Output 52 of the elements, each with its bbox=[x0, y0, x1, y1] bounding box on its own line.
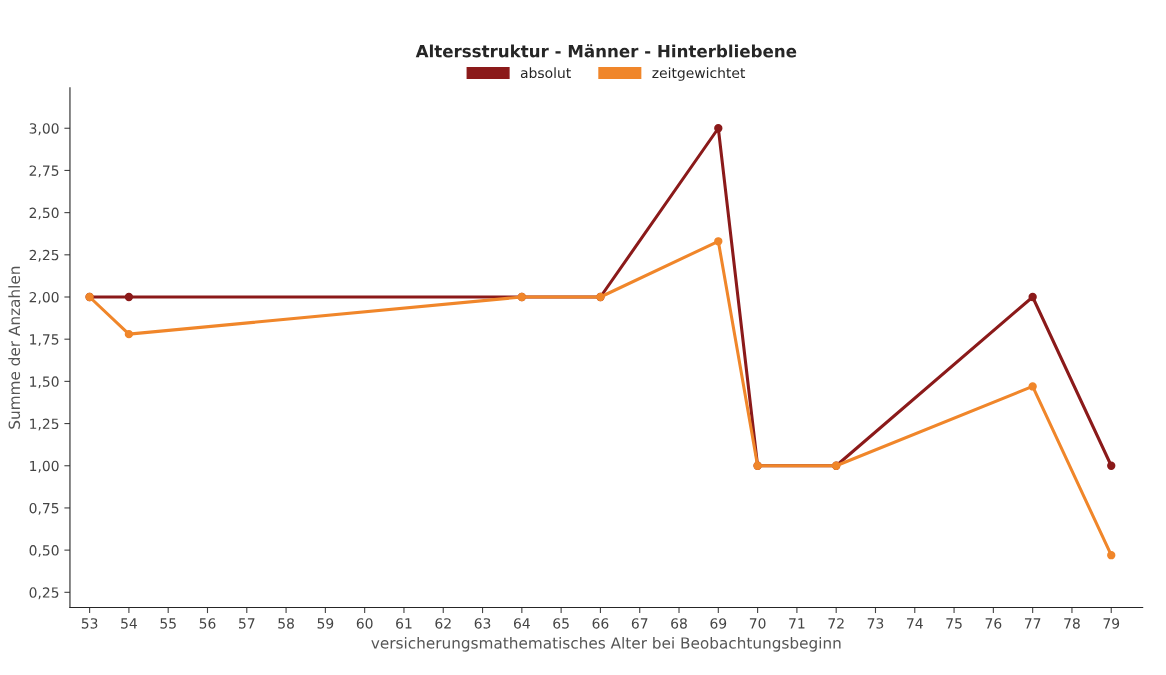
x-tick-label: 55 bbox=[160, 618, 176, 629]
x-tick-label: 54 bbox=[121, 618, 137, 629]
x-axis-title: versicherungsmathematisches Alter bei Beobachtungsbeginn bbox=[371, 636, 841, 652]
y-tick-label: 2,00 bbox=[29, 291, 59, 304]
y-tick-label: 3,00 bbox=[29, 123, 59, 136]
x-tick-label: 57 bbox=[239, 618, 255, 629]
x-tick-label: 73 bbox=[867, 618, 884, 629]
point bbox=[1107, 461, 1116, 470]
x-tick-label: 72 bbox=[828, 618, 844, 629]
x-tick-label: 67 bbox=[631, 618, 648, 629]
x-tick-label: 59 bbox=[317, 618, 334, 629]
point bbox=[714, 124, 723, 133]
x-tick-label: 58 bbox=[278, 618, 294, 629]
point bbox=[714, 237, 723, 246]
x-tick-label: 53 bbox=[81, 618, 98, 629]
point bbox=[1107, 551, 1116, 560]
y-tick-label: 2,75 bbox=[29, 165, 59, 178]
x-tick-label: 63 bbox=[474, 618, 491, 629]
y-tick-label: 0,75 bbox=[29, 502, 59, 515]
x-tick-label: 61 bbox=[396, 618, 412, 629]
x-tick-label: 66 bbox=[592, 618, 609, 629]
x-tick-label: 78 bbox=[1064, 618, 1080, 629]
x-tick-label: 70 bbox=[749, 618, 766, 629]
x-tick-label: 75 bbox=[946, 618, 962, 629]
x-tick-label: 76 bbox=[985, 618, 1002, 629]
x-tick-label: 68 bbox=[671, 618, 687, 629]
x-tick-label: 69 bbox=[710, 618, 727, 629]
y-tick-label: 0,25 bbox=[29, 587, 59, 600]
y-tick-label: 1,00 bbox=[30, 460, 59, 473]
x-tick-label: 60 bbox=[356, 618, 373, 629]
x-tick-label: 64 bbox=[513, 618, 530, 629]
x-tick-label: 56 bbox=[199, 618, 216, 629]
y-axis-title: Summe der Anzahlen bbox=[8, 266, 21, 429]
x-tick-label: 77 bbox=[1024, 618, 1041, 629]
y-tick-label: 0,50 bbox=[29, 545, 59, 558]
x-tick-label: 71 bbox=[789, 618, 805, 629]
y-tick-label: 2,50 bbox=[29, 207, 59, 220]
point bbox=[124, 292, 134, 302]
x-tick-label: 65 bbox=[553, 618, 569, 629]
legend-label: absolut bbox=[520, 67, 571, 79]
y-tick-label: 1,25 bbox=[30, 418, 59, 431]
y-tick-label: 1,50 bbox=[30, 376, 59, 389]
y-tick-label: 2,25 bbox=[29, 249, 59, 262]
x-tick-label: 74 bbox=[907, 618, 923, 629]
point bbox=[124, 329, 134, 339]
chart-title: Altersstruktur - Männer - Hinterbliebene bbox=[415, 44, 797, 58]
point bbox=[1028, 382, 1037, 391]
x-tick-label: 79 bbox=[1103, 618, 1120, 629]
y-tick-label: 1,75 bbox=[30, 334, 59, 347]
legend-label: zeitgewichtet bbox=[652, 67, 746, 81]
point bbox=[1028, 292, 1037, 302]
x-tick-label: 62 bbox=[435, 618, 451, 629]
